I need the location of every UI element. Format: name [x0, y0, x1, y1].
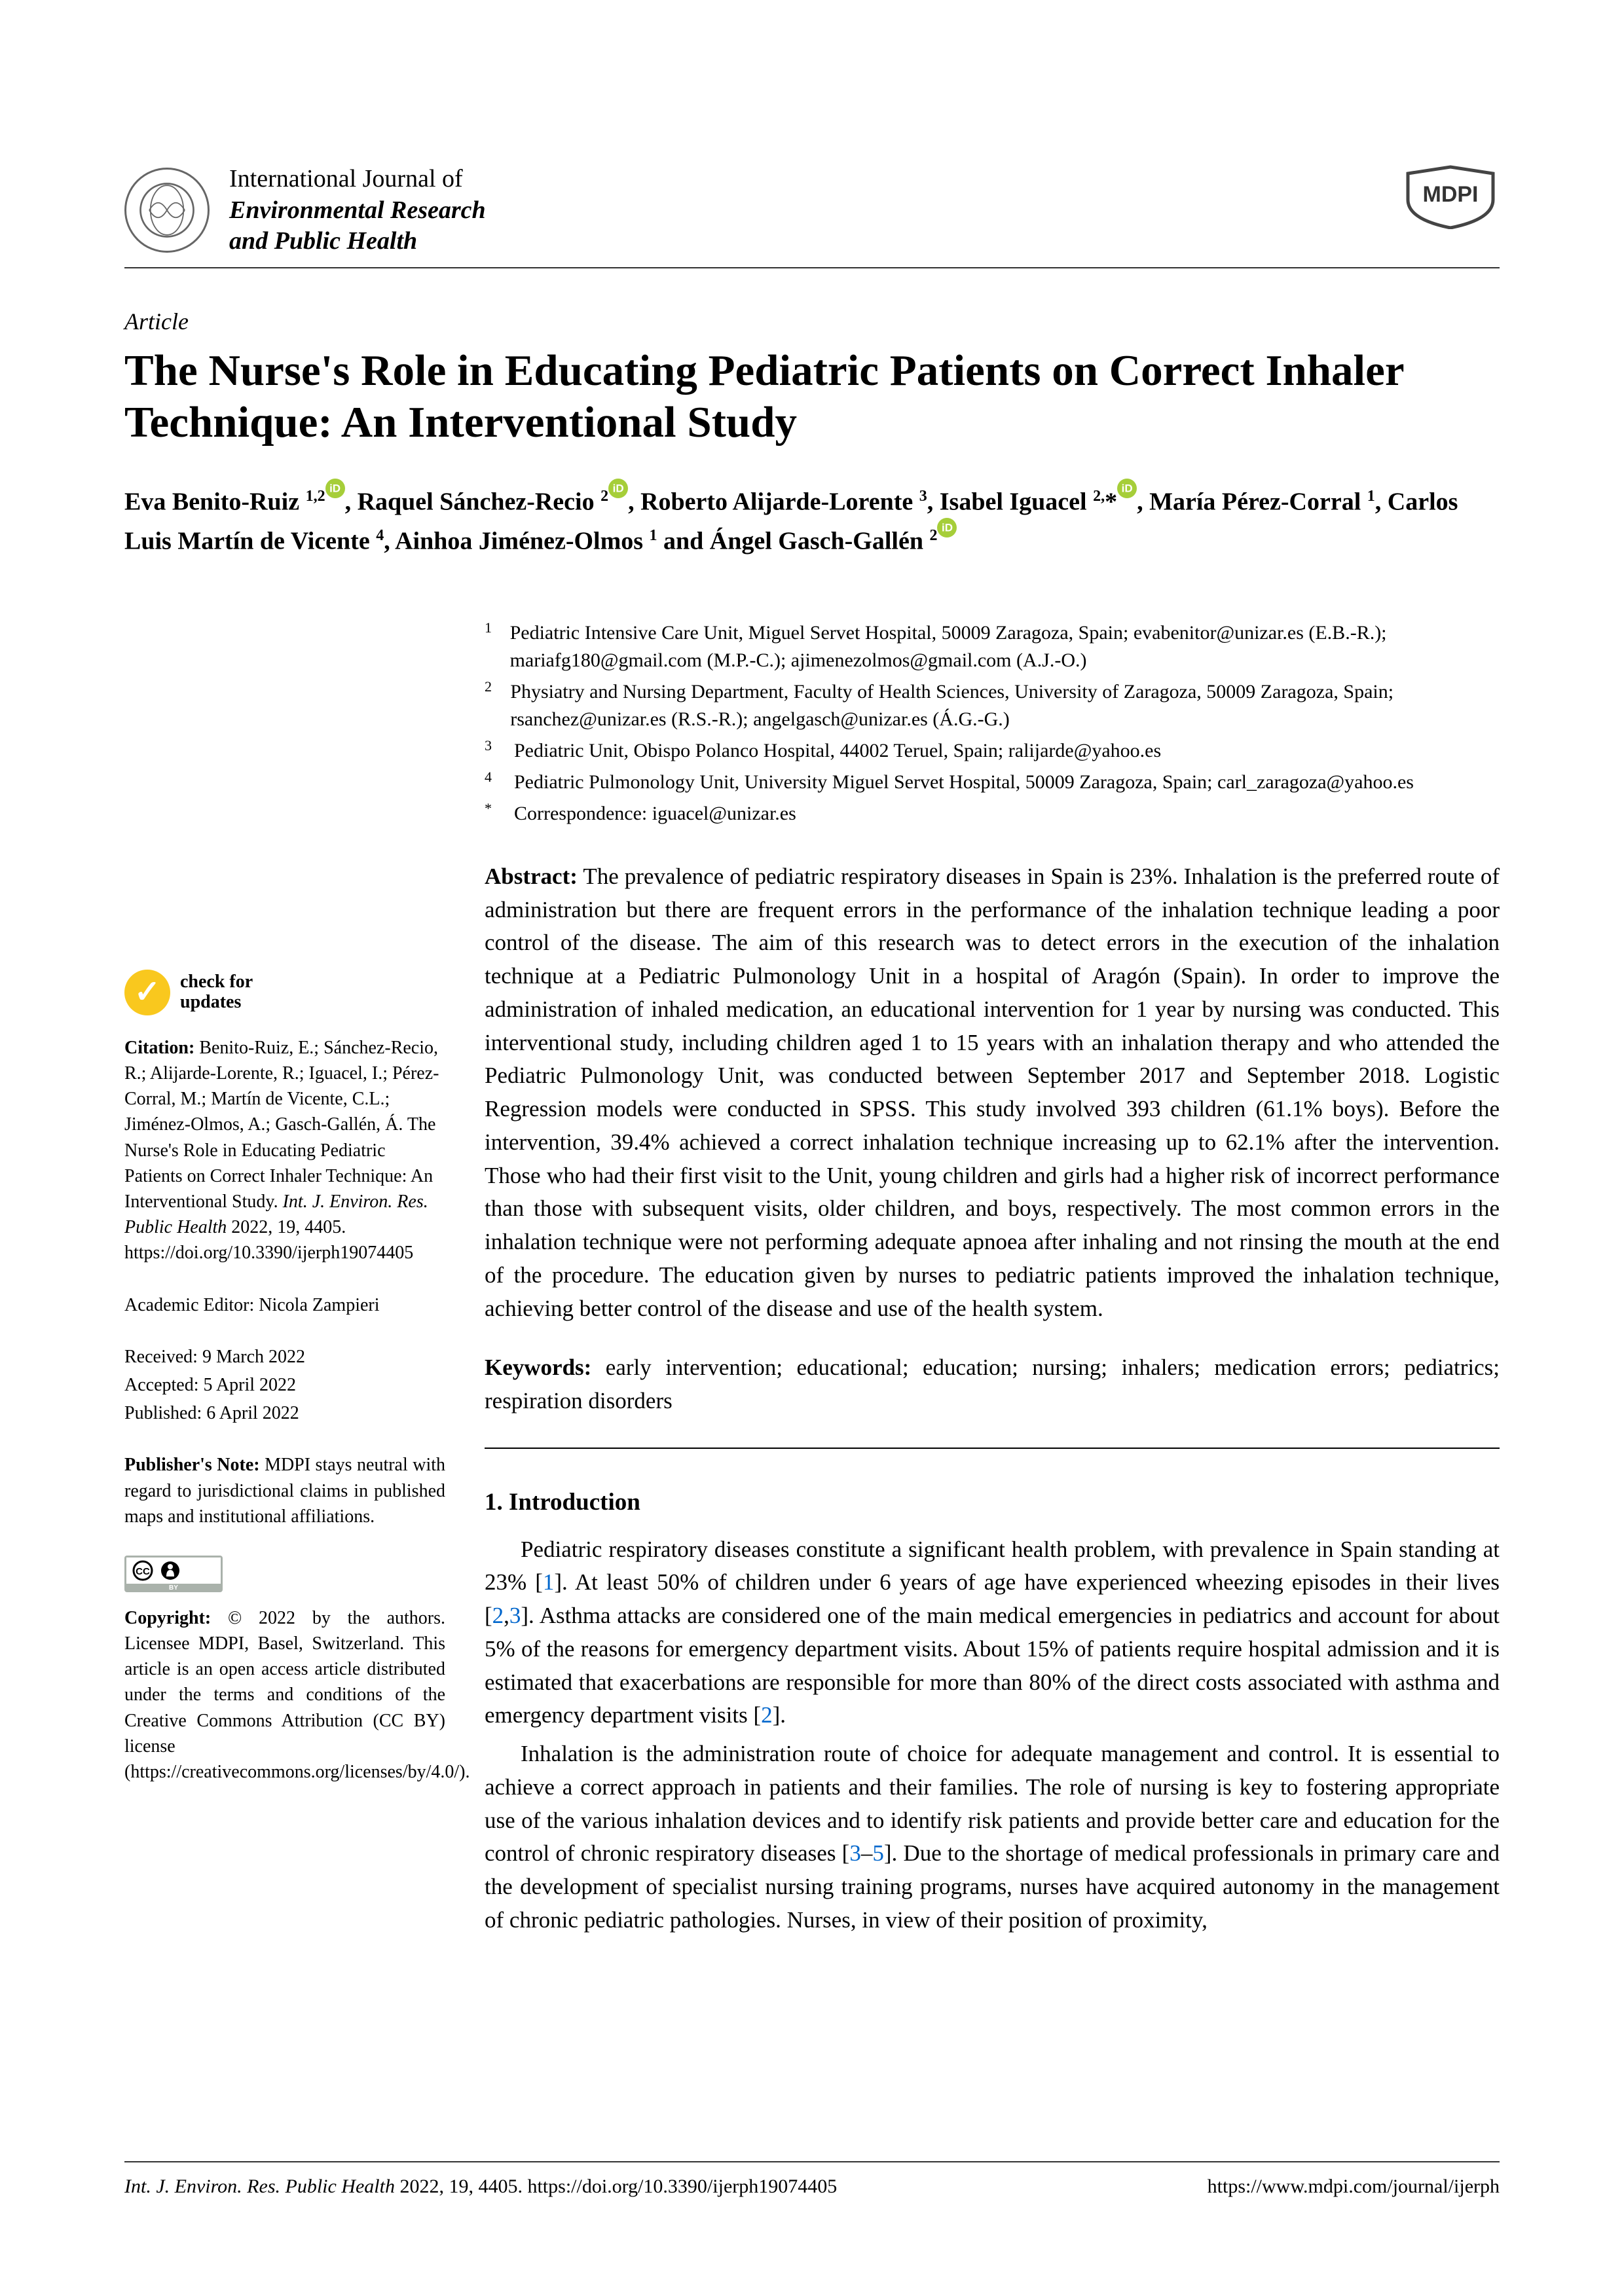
journal-line2: Environmental Research [229, 195, 486, 227]
check-updates-button[interactable]: check for updates [124, 970, 445, 1015]
abstract: Abstract: The prevalence of pediatric re… [485, 860, 1500, 1326]
affiliation-num: 1 [485, 618, 494, 673]
footer-right[interactable]: https://www.mdpi.com/journal/ijerph [1208, 2176, 1500, 2198]
main-column: 1 Pediatric Intensive Care Unit, Miguel S… [485, 619, 1500, 1942]
journal-line3: and Public Health [229, 226, 486, 257]
check-line2: updates [180, 993, 253, 1013]
svg-text:MDPI: MDPI [1423, 182, 1479, 207]
affiliation-row: 3 Pediatric Unit, Obispo Polanco Hospital… [485, 737, 1500, 765]
affiliation-row: 2 Physiatry and Nursing Department, Facul… [485, 678, 1500, 733]
affiliation-text: Physiatry and Nursing Department, Facult… [510, 678, 1500, 733]
affiliations: 1 Pediatric Intensive Care Unit, Miguel S… [485, 619, 1500, 828]
abstract-text: The prevalence of pediatric respiratory … [485, 864, 1500, 1321]
journal-logo-icon [124, 168, 210, 253]
footer-journal: Int. J. Environ. Res. Public Health [124, 2176, 395, 2197]
journal-line1: International Journal of [229, 164, 486, 195]
affiliation-text: Pediatric Unit, Obispo Polanco Hospital,… [514, 737, 1161, 765]
citation-text: Benito-Ruiz, E.; Sánchez-Recio, R.; Alij… [124, 1038, 439, 1212]
affiliation-num: 3 [485, 736, 498, 763]
page-header: International Journal of Environmental R… [124, 164, 1500, 268]
copyright-label: Copyright: [124, 1608, 211, 1628]
footer-citation: 2022, 19, 4405. https://doi.org/10.3390/… [399, 2176, 837, 2197]
cc-license-icon[interactable]: CC BY [124, 1556, 223, 1592]
intro-para-1: Pediatric respiratory diseases constitut… [485, 1533, 1500, 1733]
copyright-block: Copyright: © 2022 by the authors. Licens… [124, 1605, 445, 1785]
affiliation-text: Correspondence: iguacel@unizar.es [514, 800, 796, 828]
publisher-logo-icon: MDPI [1401, 164, 1500, 229]
svg-text:BY: BY [169, 1584, 178, 1592]
check-updates-icon [124, 970, 170, 1015]
affiliation-num: 2 [485, 677, 494, 732]
published-date: Published: 6 April 2022 [124, 1400, 445, 1426]
citation-label: Citation: [124, 1038, 194, 1058]
section-divider [485, 1448, 1500, 1449]
sidebar: check for updates Citation: Benito-Ruiz,… [124, 619, 445, 1942]
svg-text:CC: CC [136, 1566, 150, 1577]
citation-block: Citation: Benito-Ruiz, E.; Sánchez-Recio… [124, 1035, 445, 1266]
affiliation-row: 1 Pediatric Intensive Care Unit, Miguel S… [485, 619, 1500, 674]
page-footer: Int. J. Environ. Res. Public Health 2022… [124, 2161, 1500, 2198]
journal-block: International Journal of Environmental R… [124, 164, 486, 257]
article-type: Article [124, 308, 1500, 335]
affiliation-num: 4 [485, 767, 498, 795]
received-date: Received: 9 March 2022 [124, 1344, 445, 1370]
dates-block: Received: 9 March 2022 Accepted: 5 April… [124, 1344, 445, 1427]
affiliation-text: Pediatric Intensive Care Unit, Miguel Se… [510, 619, 1500, 674]
footer-left: Int. J. Environ. Res. Public Health 2022… [124, 2176, 837, 2198]
affiliation-text: Pediatric Pulmonology Unit, University M… [514, 769, 1414, 796]
abstract-label: Abstract: [485, 864, 578, 889]
accepted-date: Accepted: 5 April 2022 [124, 1372, 445, 1398]
keywords-text: early intervention; educational; educati… [485, 1355, 1500, 1413]
pubnote-label: Publisher's Note: [124, 1455, 260, 1475]
check-updates-label: check for updates [180, 972, 253, 1013]
intro-para-2: Inhalation is the administration route o… [485, 1738, 1500, 1937]
author-list: Eva Benito-Ruiz 1,2, Raquel Sánchez-Reci… [124, 481, 1500, 560]
affiliation-num: * [485, 799, 498, 826]
keywords: Keywords: early intervention; educationa… [485, 1351, 1500, 1418]
copyright-text: © 2022 by the authors. Licensee MDPI, Ba… [124, 1608, 470, 1782]
affiliation-row: 4 Pediatric Pulmonology Unit, University … [485, 769, 1500, 796]
journal-title: International Journal of Environmental R… [229, 164, 486, 257]
keywords-label: Keywords: [485, 1355, 591, 1380]
affiliation-row: * Correspondence: iguacel@unizar.es [485, 800, 1500, 828]
content-row: check for updates Citation: Benito-Ruiz,… [124, 619, 1500, 1942]
academic-editor: Academic Editor: Nicola Zampieri [124, 1292, 445, 1318]
section-1-title: 1. Introduction [485, 1485, 1500, 1520]
paper-title: The Nurse's Role in Educating Pediatric … [124, 345, 1500, 448]
check-line1: check for [180, 972, 253, 993]
publisher-note: Publisher's Note: MDPI stays neutral wit… [124, 1452, 445, 1529]
